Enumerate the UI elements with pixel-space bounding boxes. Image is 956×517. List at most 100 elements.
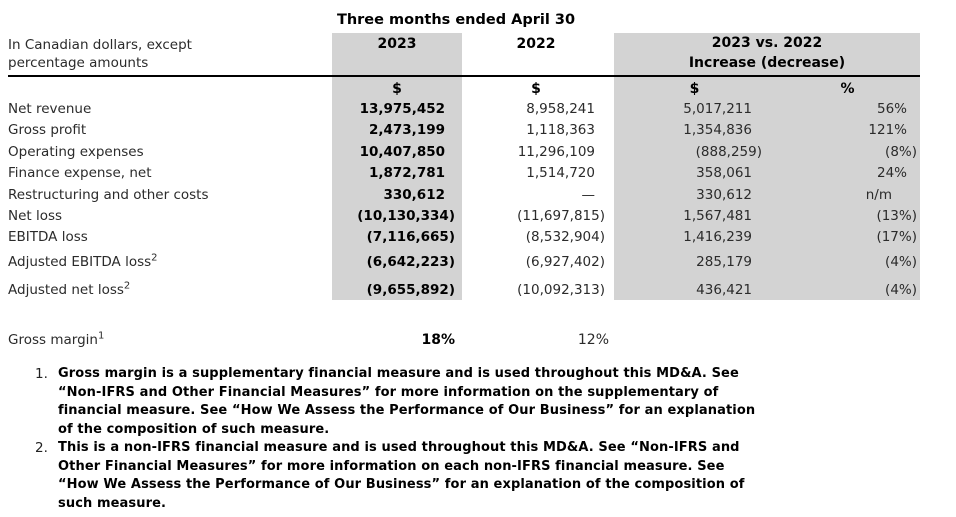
column-header-change-line1: 2023 vs. 2022	[711, 35, 823, 51]
value-2023: 1,872,781	[368, 165, 445, 182]
value-2022: 1,118,363	[526, 122, 595, 139]
footnote-ref: 2	[151, 252, 158, 264]
column-shade-2023	[332, 33, 462, 300]
unit-dollar-2022: $	[531, 81, 541, 97]
unit-note-line2: percentage amounts	[8, 55, 149, 71]
footnotes: 1. Gross margin is a supplementary finan…	[35, 365, 935, 513]
value-change: 330,612	[696, 186, 752, 203]
value-2023: (6,642,223)	[366, 253, 455, 270]
value-change: 1,567,481	[683, 207, 752, 224]
row-label: Operating expenses	[8, 142, 332, 163]
value-2023: 330,612	[383, 186, 446, 203]
value-percent: (13%)	[876, 207, 917, 224]
value-2022: 12%	[577, 332, 609, 348]
period-header: Three months ended April 30	[336, 12, 576, 28]
footnote-line: of the composition of such measure.	[58, 421, 330, 437]
footnote-line: financial measure. See “How We Assess th…	[58, 403, 756, 418]
row-label: Adjusted net loss2	[8, 280, 332, 301]
value-2023: 2,473,199	[368, 122, 445, 139]
value-2022: 1,514,720	[526, 165, 595, 182]
footnote-text: This is a non-IFRS financial measure and…	[58, 439, 745, 513]
footnote-number: 2.	[35, 440, 48, 456]
value-percent: n/m	[865, 186, 892, 203]
value-2022: (8,532,904)	[525, 229, 605, 246]
table-row-net-loss: Net loss (10,130,334) (11,697,815) 1,567…	[8, 206, 920, 227]
footnote-line: such measure.	[58, 495, 167, 511]
column-shade-change	[614, 33, 920, 300]
footnote-number: 1.	[35, 366, 48, 382]
footnote-text: Gross margin is a supplementary financia…	[58, 365, 755, 439]
value-percent: (17%)	[876, 229, 917, 246]
row-label-text: Gross margin	[8, 332, 98, 348]
row-label: Net loss	[8, 206, 332, 227]
value-2022: (10,092,313)	[517, 281, 605, 298]
row-label: Gross profit	[8, 120, 332, 141]
table-row-ebitda-loss: EBITDA loss (7,116,665) (8,532,904) 1,41…	[8, 227, 920, 248]
footnote-line: “Non-IFRS and Other Financial Measures” …	[58, 384, 719, 400]
value-2023: 10,407,850	[359, 143, 445, 160]
table-row-gross-margin: Gross margin1 18% 12%	[8, 330, 920, 350]
value-2023: (10,130,334)	[357, 207, 455, 224]
row-label-text: Finance expense, net	[8, 165, 152, 182]
value-change: 358,061	[696, 165, 752, 182]
footnote-ref: 1	[97, 330, 105, 342]
value-2022: —	[581, 186, 596, 203]
row-label-text: Net revenue	[8, 101, 92, 117]
footnote-1: 1. Gross margin is a supplementary finan…	[35, 365, 935, 439]
table-row-net-revenue: Net revenue 13,975,452 8,958,241 5,017,2…	[8, 99, 920, 120]
table-body: Net revenue 13,975,452 8,958,241 5,017,2…	[8, 99, 920, 301]
row-label: Net revenue	[8, 99, 332, 120]
value-change: 1,416,239	[683, 229, 752, 246]
footnote-ref: 2	[123, 280, 131, 292]
table-row-adjusted-ebitda-loss: Adjusted EBITDA loss2 (6,642,223) (6,927…	[8, 252, 920, 273]
value-2023: 18%	[421, 332, 455, 348]
table-row-operating-expenses: Operating expenses 10,407,850 11,296,109…	[8, 142, 920, 163]
row-label-text: Net loss	[8, 207, 63, 224]
unit-percent-change: %	[840, 81, 855, 97]
row-label-text: Gross profit	[8, 122, 87, 139]
value-2023: (7,116,665)	[366, 229, 455, 246]
value-2022: 11,296,109	[517, 143, 595, 160]
column-header-2023: 2023	[377, 36, 417, 52]
value-2022: (11,697,815)	[517, 207, 605, 224]
value-2023: 13,975,452	[359, 101, 445, 117]
value-change: (888,259)	[695, 143, 762, 160]
table-row-finance-expense: Finance expense, net 1,872,781 1,514,720…	[8, 163, 920, 184]
column-header-change: 2023 vs. 2022 Increase (decrease)	[614, 34, 920, 73]
value-percent: 24%	[876, 165, 907, 182]
footnote-2: 2. This is a non-IFRS financial measure …	[35, 439, 935, 513]
value-change: 285,179	[696, 253, 752, 270]
row-label: Gross margin1	[8, 330, 332, 350]
value-2023: (9,655,892)	[366, 281, 455, 298]
unit-note: In Canadian dollars, except percentage a…	[8, 36, 318, 72]
unit-dollar-2023: $	[392, 81, 402, 97]
value-percent: (4%)	[885, 253, 917, 270]
value-percent: (8%)	[885, 143, 917, 160]
value-2022: (6,927,402)	[525, 253, 605, 270]
header-rule	[8, 75, 920, 77]
table-row-gross-profit: Gross profit 2,473,199 1,118,363 1,354,8…	[8, 120, 920, 141]
row-label-text: Restructuring and other costs	[8, 186, 209, 203]
footnote-line: Gross margin is a supplementary financia…	[58, 366, 739, 381]
table-row-restructuring: Restructuring and other costs 330,612 — …	[8, 185, 920, 206]
value-2022: 8,958,241	[526, 101, 595, 117]
footnote-line: “How We Assess the Performance of Our Bu…	[58, 477, 745, 492]
row-label-text: Operating expenses	[8, 143, 144, 160]
footnote-line: Other Financial Measures” for more infor…	[58, 458, 725, 474]
row-label: Adjusted EBITDA loss2	[8, 252, 332, 273]
value-change: 436,421	[696, 281, 752, 298]
column-header-change-line2: Increase (decrease)	[688, 54, 846, 71]
value-change: 5,017,211	[683, 101, 752, 117]
value-percent: (4%)	[885, 281, 917, 298]
row-label: Restructuring and other costs	[8, 185, 332, 206]
unit-dollar-change: $	[689, 81, 700, 97]
value-percent: 56%	[876, 101, 907, 117]
row-label-text: Adjusted net loss	[8, 281, 124, 298]
row-label-text: Adjusted EBITDA loss	[8, 253, 152, 270]
row-label-text: EBITDA loss	[8, 229, 88, 246]
table-row-adjusted-net-loss: Adjusted net loss2 (9,655,892) (10,092,3…	[8, 280, 920, 301]
row-label: EBITDA loss	[8, 227, 332, 248]
unit-note-line1: In Canadian dollars, except	[8, 37, 192, 53]
value-change: 1,354,836	[683, 122, 752, 139]
